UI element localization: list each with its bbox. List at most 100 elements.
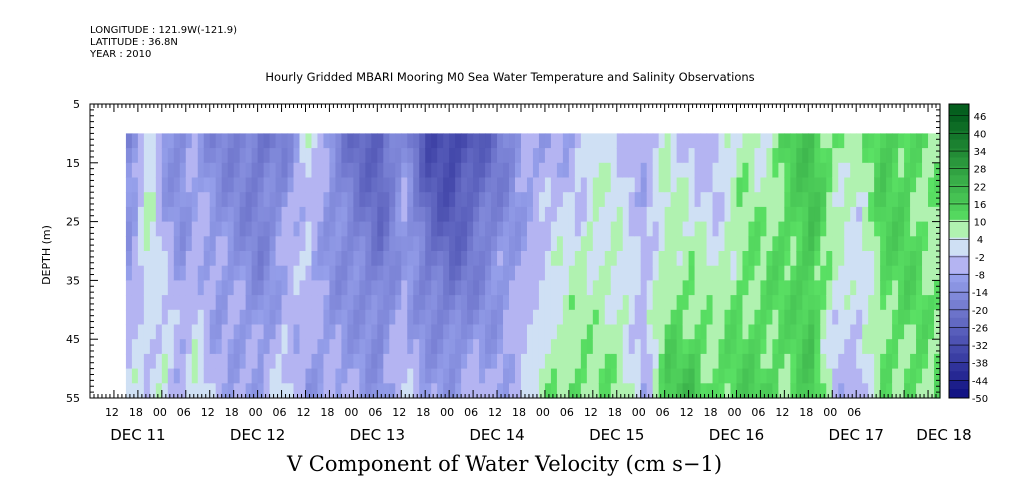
heatmap-cell — [245, 339, 253, 355]
heatmap-cell — [437, 177, 444, 193]
heatmap-cell — [347, 324, 354, 340]
heatmap-cell — [910, 368, 917, 384]
heatmap-cell — [676, 383, 684, 399]
heatmap-cell — [844, 383, 851, 399]
heatmap-cell — [640, 133, 648, 149]
heatmap-cell — [934, 339, 941, 355]
heatmap-cell — [347, 383, 354, 399]
heatmap-cell — [485, 162, 492, 179]
colorbar-label: 34 — [974, 147, 987, 158]
heatmap-cell — [209, 383, 217, 399]
heatmap-cell — [455, 265, 462, 281]
heatmap-cell — [173, 324, 181, 340]
heatmap-cell — [682, 368, 690, 384]
heatmap-cell — [718, 162, 726, 179]
heatmap-cell — [730, 339, 738, 355]
heatmap-cell — [179, 162, 187, 179]
heatmap-cell — [275, 309, 283, 326]
heatmap-cell — [515, 309, 522, 326]
heatmap-cell — [389, 309, 396, 326]
heatmap-cell — [227, 339, 235, 355]
heatmap-cell — [892, 236, 899, 252]
heatmap-cell — [646, 383, 654, 399]
heatmap-cell — [808, 324, 815, 340]
heatmap-cell — [616, 251, 624, 267]
heatmap-cell — [233, 133, 241, 149]
heatmap-cell — [407, 265, 414, 281]
heatmap-cell — [784, 309, 791, 326]
heatmap-cell — [383, 206, 390, 223]
heatmap-cell — [586, 177, 594, 193]
heatmap-cell — [790, 368, 797, 384]
heatmap-cell — [592, 192, 600, 208]
heatmap-cell — [161, 324, 169, 340]
heatmap-cell — [317, 162, 325, 179]
heatmap-cell — [712, 295, 720, 311]
heatmap-cell — [532, 177, 540, 193]
heatmap-cell — [179, 353, 187, 370]
heatmap-cell — [622, 339, 630, 355]
time-axis: 12 18 00 06 12 18 00 06 12 18 00 06 12 18 00 06 12 18 00 06… — [89, 104, 972, 444]
heatmap-cell — [826, 177, 833, 193]
heatmap-cell — [473, 368, 480, 384]
heatmap-cell — [904, 177, 911, 193]
heatmap-cell — [916, 221, 923, 237]
heatmap-cell — [353, 192, 360, 208]
heatmap-cell — [419, 162, 426, 179]
heatmap-cell — [766, 148, 773, 164]
heatmap-cell — [383, 133, 390, 149]
heatmap-cell — [425, 339, 432, 355]
heatmap-cell — [293, 192, 301, 208]
heatmap-cell — [347, 236, 354, 252]
heatmap-cell — [934, 148, 941, 164]
heatmap-cell — [365, 251, 372, 267]
heatmap-cell — [754, 383, 762, 399]
heatmap-cell — [790, 148, 797, 164]
heatmap-cell — [820, 133, 827, 149]
heatmap-cell — [808, 383, 815, 399]
heatmap-cell — [233, 353, 241, 370]
heatmap-cell — [658, 177, 666, 193]
heatmap-cell — [383, 353, 390, 370]
heatmap-cell — [155, 206, 163, 223]
heatmap-cell — [209, 265, 217, 281]
heatmap-cell — [377, 295, 384, 311]
colorbar-swatch — [949, 139, 969, 150]
heatmap-cell — [305, 295, 313, 311]
heatmap-cell — [191, 309, 199, 326]
heatmap-cell — [676, 368, 684, 384]
heatmap-cell — [850, 309, 857, 326]
heatmap-cell — [922, 251, 929, 267]
heatmap-cell — [413, 162, 420, 179]
heatmap-cell — [652, 295, 660, 311]
heatmap-cell — [161, 353, 169, 370]
heatmap-cell — [269, 148, 277, 164]
heatmap-cell — [784, 368, 791, 384]
heatmap-cell — [365, 192, 372, 208]
heatmap-cell — [622, 177, 630, 193]
heatmap-cell — [491, 280, 498, 296]
heatmap-cell — [568, 236, 576, 252]
heatmap-cell — [730, 162, 738, 179]
heatmap-cell — [916, 383, 923, 399]
heatmap-cell — [197, 339, 205, 355]
x-tick-label: 06 — [273, 406, 287, 419]
heatmap-cell — [928, 265, 935, 281]
heatmap-cell — [538, 280, 546, 296]
heatmap-cell — [365, 206, 372, 223]
heatmap-cell — [329, 177, 337, 193]
heatmap-cell — [293, 295, 301, 311]
heatmap-cell — [700, 309, 708, 326]
heatmap-cell — [353, 353, 360, 370]
heatmap-cell — [532, 221, 540, 237]
heatmap-cell — [245, 206, 253, 223]
heatmap-cell — [245, 162, 253, 179]
heatmap-cell — [479, 324, 486, 340]
heatmap-cell — [143, 162, 151, 179]
heatmap-cell — [209, 133, 217, 149]
heatmap-cell — [461, 221, 468, 237]
heatmap-cell — [520, 353, 528, 370]
heatmap-cell — [676, 353, 684, 370]
heatmap-cell — [652, 236, 660, 252]
heatmap-cell — [868, 162, 875, 179]
